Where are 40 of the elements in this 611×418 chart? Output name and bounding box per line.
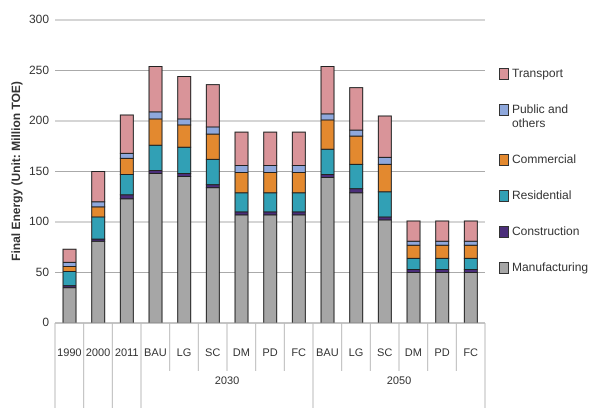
y-tick-label: 100 (28, 214, 49, 228)
bar (406, 272, 421, 323)
x-tick-label: FC (291, 347, 306, 359)
x-tick-label: 2011 (114, 347, 138, 359)
x-tick-label: 1990 (57, 347, 82, 359)
x-tick-label: LG (176, 347, 192, 359)
legend-label: Residential (512, 188, 572, 202)
bar (464, 272, 478, 323)
text: 2050 (386, 375, 412, 387)
x-tick-label: 2000 (86, 347, 110, 359)
legend-label: Transport (512, 66, 563, 80)
legend-label: Public and others (512, 102, 570, 130)
y-tick-label: 300 (28, 12, 49, 26)
legend-label: Commercial (512, 152, 576, 166)
bar (62, 287, 77, 323)
x-tick-label: DM (404, 347, 422, 359)
bar (435, 220, 450, 242)
x-tick-label: SC (205, 347, 220, 359)
y-axis-title: Final Energy (Unit: Million TOE) (9, 80, 23, 260)
x-tick-label: LG (348, 347, 364, 359)
y-tick-label: 150 (28, 164, 49, 178)
legend-label: Manufacturing (512, 260, 588, 274)
bar (435, 272, 450, 323)
x-tick-label: BAU (144, 347, 167, 359)
bar (62, 248, 77, 263)
bar (62, 270, 77, 286)
x-tick-label: DM (232, 347, 250, 359)
bar (464, 220, 478, 242)
y-tick-label: 200 (28, 113, 49, 127)
y-tick-label: 50 (36, 264, 49, 278)
x-tick-label: SC (377, 347, 392, 359)
x-tick-label: PD (434, 347, 450, 359)
text: 2030 (214, 375, 240, 387)
bar (406, 220, 421, 242)
x-tick-label: PD (262, 347, 278, 359)
y-tick-label: 0 (42, 315, 49, 329)
y-tick-label: 250 (28, 62, 49, 76)
x-tick-label: FC (463, 347, 478, 359)
x-tick-label: BAU (316, 347, 339, 359)
legend-label: Construction (512, 224, 580, 238)
